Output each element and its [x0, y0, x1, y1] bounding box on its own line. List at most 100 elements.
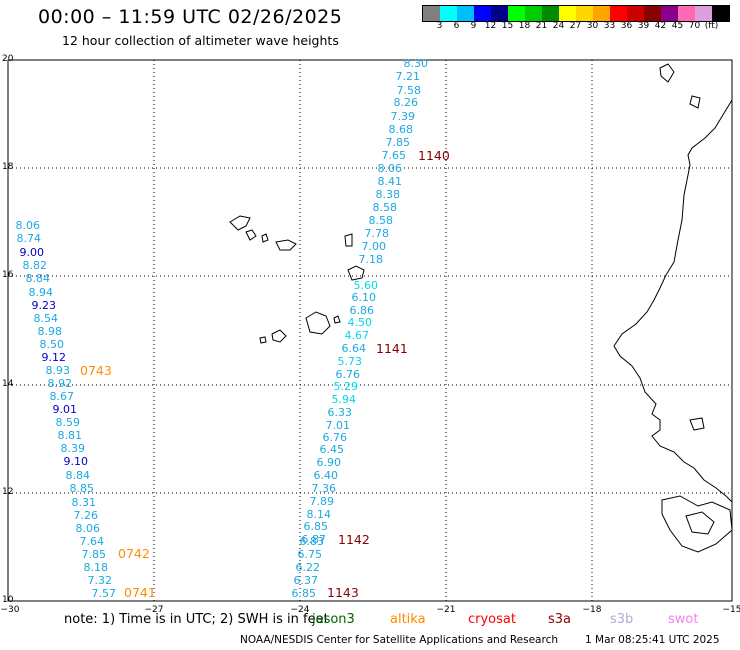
- swh-value-label: 5.29: [334, 380, 359, 393]
- swh-value-label: 8.93: [46, 364, 71, 377]
- colorbar-cell: [610, 6, 627, 21]
- legend-item-altika: altika: [390, 612, 426, 627]
- swh-value-label: 8.94: [29, 286, 54, 299]
- colorbar-cell: [627, 6, 644, 21]
- chart-subtitle: 12 hour collection of altimeter wave hei…: [62, 33, 339, 48]
- x-tick-label: −30: [1, 605, 20, 615]
- y-tick-label: 12: [2, 487, 13, 497]
- swh-value-label: 8.30: [404, 57, 429, 70]
- swh-value-label: 8.98: [38, 325, 63, 338]
- colorbar-cell: [474, 6, 491, 21]
- track-0742: 8.317.268.067.647.858.187.327.57 0742: [72, 496, 150, 600]
- swh-value-label: 8.81: [58, 429, 83, 442]
- colorbar-cell: [678, 6, 695, 21]
- colorbar-label: 12: [484, 21, 497, 31]
- colorbar-cell: [440, 6, 457, 21]
- timestamp-text: 1 Mar 08:25:41 UTC 2025: [585, 634, 720, 646]
- colorbar-cell: [525, 6, 542, 21]
- y-tick-label: 18: [2, 162, 14, 172]
- colorbar-label: 21: [535, 21, 548, 31]
- track-id-label: 0741: [124, 585, 156, 600]
- colorbar-cell: [457, 6, 474, 21]
- swh-value-label: 8.58: [373, 201, 398, 214]
- islands-cape-verde: [229, 215, 365, 344]
- swh-value-label: 8.82: [23, 259, 48, 272]
- swh-value-label: 8.58: [369, 214, 394, 227]
- swh-value-label: 6.83: [300, 535, 325, 548]
- swh-value-label: 7.21: [396, 70, 421, 83]
- swh-value-label: 7.89: [310, 495, 335, 508]
- y-tick-label: 10: [2, 595, 14, 605]
- y-tick-label: 20: [2, 54, 14, 64]
- swh-value-label: 7.01: [326, 419, 351, 432]
- coastline-africa: [613, 62, 733, 553]
- swh-value-label: 8.06: [16, 219, 41, 232]
- swh-value-label: 8.67: [50, 390, 75, 403]
- swh-value-label: 7.39: [391, 110, 416, 123]
- swh-value-label: 6.76: [336, 368, 361, 381]
- colorbar-label: 3: [436, 21, 443, 31]
- swh-value-label: 9.23: [32, 299, 57, 312]
- swh-value-label: 9.10: [64, 455, 89, 468]
- track-id-label: 1140: [418, 148, 450, 163]
- track-id-label: 1141: [376, 341, 408, 356]
- x-tick-label: −21: [437, 605, 456, 615]
- swh-value-label: 9.01: [53, 403, 78, 416]
- swh-value-label: 8.74: [17, 232, 42, 245]
- legend-item-s3b: s3b: [610, 612, 634, 627]
- swh-value-label: 6.64: [342, 342, 367, 355]
- swh-value-label: 6.76: [323, 431, 348, 444]
- swh-value-label: 7.65: [382, 149, 407, 162]
- colorbar-label: 18: [518, 21, 531, 31]
- swh-value-label: 6.37: [294, 574, 319, 587]
- swh-value-label: 9.12: [42, 351, 67, 364]
- colorbar-cell: [644, 6, 661, 21]
- swh-value-label: 5.73: [338, 355, 363, 368]
- swh-value-label: 8.84: [26, 272, 51, 285]
- swh-value-label: 6.87: [302, 533, 327, 546]
- track-id-label: 0743: [80, 363, 112, 378]
- swh-value-label: 8.92: [48, 377, 73, 390]
- x-tick-label: −24: [291, 605, 310, 615]
- swh-value-label: 7.85: [82, 548, 107, 561]
- swh-value-label: 7.58: [397, 84, 422, 97]
- swh-value-label: 6.85: [304, 520, 329, 533]
- legend-item-s3a: s3a: [548, 612, 572, 627]
- track-id-label: 0742: [118, 546, 150, 561]
- colorbar-label: (ft): [704, 21, 719, 31]
- swh-value-label: 6.86: [350, 304, 375, 317]
- swh-value-label: 5.94: [332, 393, 357, 406]
- swh-value-label: 7.85: [386, 136, 411, 149]
- track-id-label: 1143: [327, 585, 359, 600]
- colorbar-cell: [542, 6, 559, 21]
- swh-value-label: 7.36: [312, 482, 337, 495]
- swh-value-label: 8.39: [61, 442, 86, 455]
- legend-item-cryosat: cryosat: [468, 612, 516, 627]
- swh-value-label: 8.50: [40, 338, 65, 351]
- track-0741: 0741: [124, 585, 156, 600]
- x-tick-label: −18: [583, 605, 602, 615]
- legend-item-jason3: jason3: [312, 612, 355, 627]
- swh-value-label: 7.78: [365, 227, 390, 240]
- colorbar-label: 24: [552, 21, 565, 31]
- colorbar-label: 36: [620, 21, 633, 31]
- colorbar-cell: [508, 6, 525, 21]
- altimeter-tracks: 8.307.217.588.267.398.687.857.658.068.41…: [16, 57, 450, 600]
- swh-value-label: 6.45: [320, 443, 345, 456]
- colorbar-cell: [423, 6, 440, 21]
- colorbar-cell: [712, 6, 729, 21]
- y-tick-label: 16: [2, 270, 14, 280]
- credit-text: NOAA/NESDIS Center for Satellite Applica…: [240, 634, 558, 646]
- colorbar-label: 42: [654, 21, 667, 31]
- swh-value-label: 6.75: [298, 548, 323, 561]
- colorbar-label: 30: [586, 21, 599, 31]
- swh-value-label: 8.68: [389, 123, 414, 136]
- swh-value-label: 8.38: [376, 188, 401, 201]
- x-tick-label: −15: [723, 605, 740, 615]
- swh-value-label: 8.06: [76, 522, 101, 535]
- chart-title: 00:00 – 11:59 UTC 02/26/2025: [38, 6, 343, 28]
- swh-value-label: 8.59: [56, 416, 81, 429]
- colorbar-cell: [559, 6, 576, 21]
- colorbar-cell: [576, 6, 593, 21]
